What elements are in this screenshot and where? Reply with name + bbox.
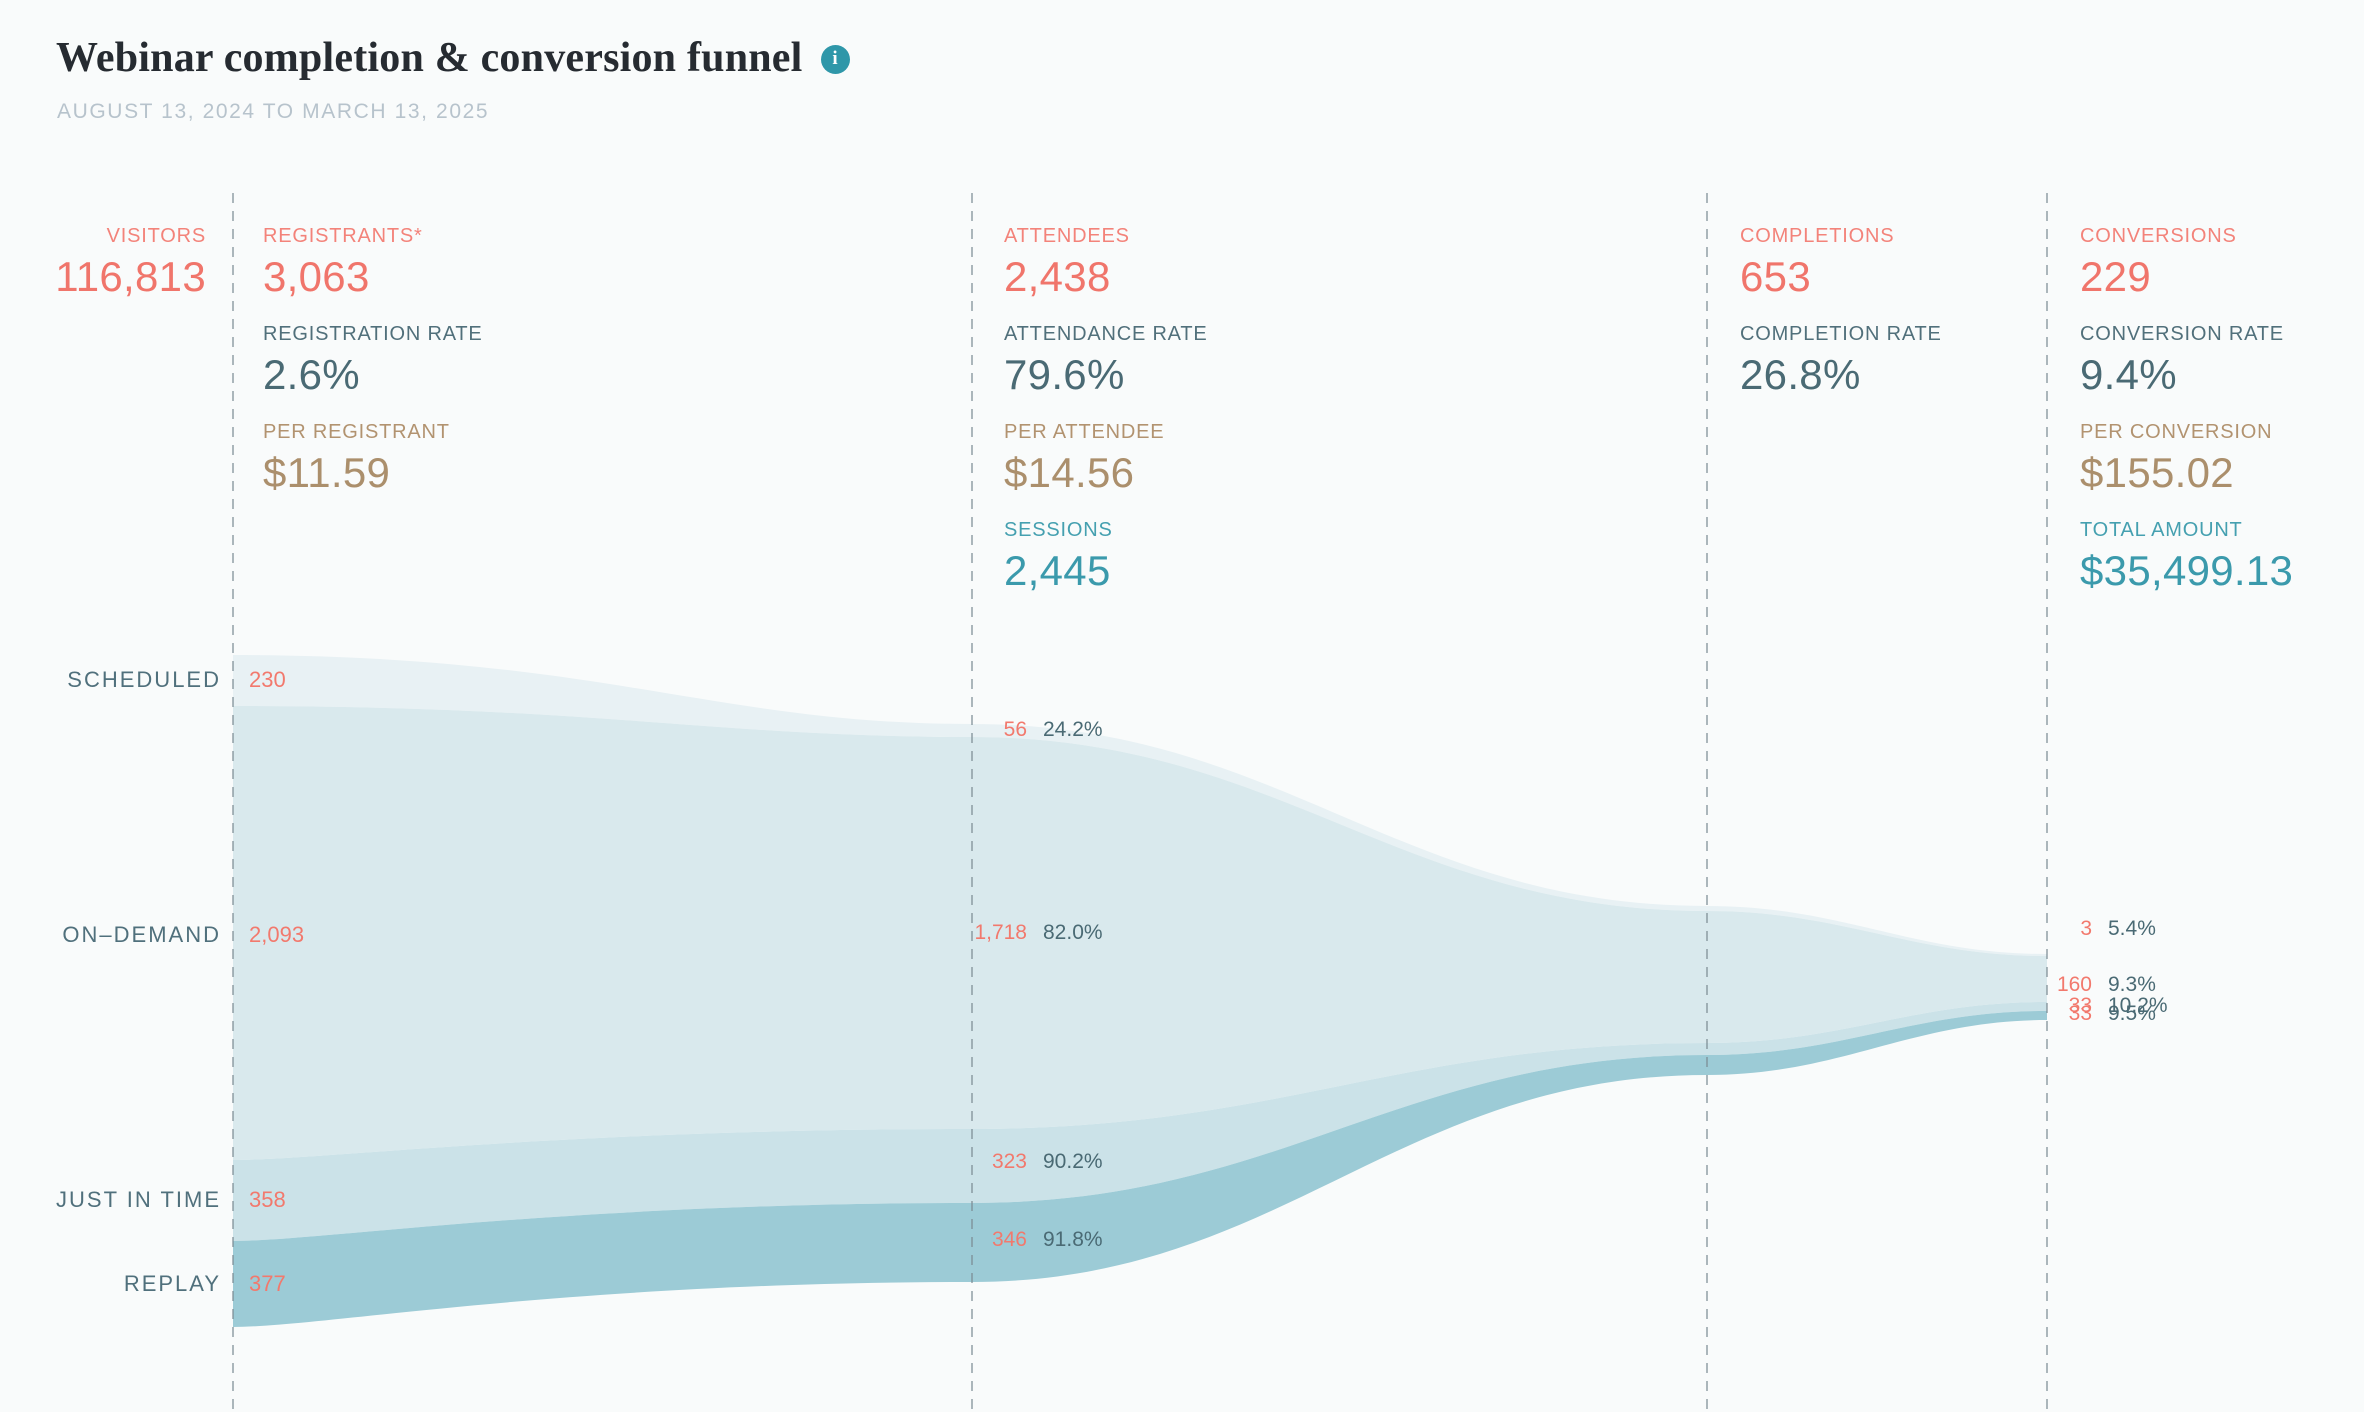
attendance-rate: 90.2% <box>1043 1150 1103 1173</box>
stage-label: REPLAY <box>123 1271 221 1296</box>
page-title: Webinar completion & conversion funnel <box>56 35 803 81</box>
stage-label: SCHEDULED <box>67 667 221 692</box>
stat-per-registrant: PER REGISTRANT $11.59 <box>263 421 450 496</box>
stage-label: JUST IN TIME <box>56 1187 221 1212</box>
stat-label: ATTENDEES <box>1004 225 1130 247</box>
attendee-count: 1,718 <box>974 921 1027 944</box>
attendee-count: 346 <box>991 1228 1027 1251</box>
stat-value: 9.4% <box>2080 351 2177 398</box>
stat-registration-rate: REGISTRATION RATE 2.6% <box>263 323 483 398</box>
stat-completion-rate: COMPLETION RATE 26.8% <box>1740 323 1942 398</box>
stat-label: PER ATTENDEE <box>1004 421 1165 443</box>
stage-row-replay: REPLAY 377 <box>41 1270 286 1298</box>
stat-label: VISITORS <box>106 225 206 247</box>
stat-label: CONVERSION RATE <box>2080 323 2284 345</box>
stat-value: 2.6% <box>263 351 360 398</box>
stat-per-attendee: PER ATTENDEE $14.56 <box>1004 421 1164 496</box>
stat-value: 2,438 <box>1004 253 1111 300</box>
conversion-rate: 5.4% <box>2108 917 2156 940</box>
attendance-rate: 91.8% <box>1043 1228 1103 1251</box>
stat-value: 26.8% <box>1740 351 1861 398</box>
conversions-scheduled: 3 5.4% <box>2012 916 2156 942</box>
attendee-count: 323 <box>991 1150 1027 1173</box>
stat-visitors: VISITORS 116,813 <box>55 225 206 300</box>
attendees-scheduled: 56 24.2% <box>927 717 1103 743</box>
attendees-replay: 346 91.8% <box>927 1227 1103 1253</box>
stat-value: 3,063 <box>263 253 370 300</box>
attendees-on-demand: 1,718 82.0% <box>927 920 1103 946</box>
stat-value: $155.02 <box>2080 449 2234 496</box>
stage-label: ON–DEMAND <box>62 922 221 947</box>
stage-row-scheduled: SCHEDULED 230 <box>41 666 286 694</box>
stage-registrants: 358 <box>249 1187 286 1212</box>
stat-label: CONVERSIONS <box>2080 225 2237 247</box>
stat-label: PER REGISTRANT <box>263 421 450 443</box>
stage-registrants: 377 <box>249 1271 286 1296</box>
stat-sessions: SESSIONS 2,445 <box>1004 519 1113 594</box>
conversion-rate: 10.2% <box>2108 994 2168 1017</box>
attendance-rate: 82.0% <box>1043 921 1103 944</box>
conversions-on-demand: 160 9.3% <box>2012 972 2156 998</box>
stat-total-amount: TOTAL AMOUNT $35,499.13 <box>2080 519 2293 594</box>
conversion-rate: 9.5% <box>2108 1002 2156 1025</box>
funnel-band-replay[interactable] <box>233 1011 2047 1327</box>
date-range: AUGUST 13, 2024 TO MARCH 13, 2025 <box>57 100 490 123</box>
stat-label: COMPLETIONS <box>1740 225 1895 247</box>
funnel-band-on-demand[interactable] <box>233 706 2047 1160</box>
stat-label: REGISTRATION RATE <box>263 323 483 345</box>
stat-value: $11.59 <box>263 449 391 496</box>
stat-conversions: CONVERSIONS 229 <box>2080 225 2237 300</box>
conversions-replay: 33 9.5% <box>2012 1001 2156 1027</box>
stat-value: 2,445 <box>1004 547 1111 594</box>
stat-attendees: ATTENDEES 2,438 <box>1004 225 1130 300</box>
conversion-count: 33 <box>2068 1002 2092 1025</box>
stage-row-just-in-time: JUST IN TIME 358 <box>41 1186 286 1214</box>
stage-row-on-demand: ON–DEMAND 2,093 <box>41 921 304 949</box>
stat-label: SESSIONS <box>1004 519 1113 541</box>
stat-label: REGISTRANTS* <box>263 225 423 247</box>
stat-per-conversion: PER CONVERSION $155.02 <box>2080 421 2272 496</box>
stage-registrants: 230 <box>249 667 286 692</box>
funnel-band-scheduled[interactable] <box>233 655 2047 956</box>
attendee-count: 56 <box>1003 718 1027 741</box>
attendees-just-in-time: 323 90.2% <box>927 1149 1103 1175</box>
conversions-just-in-time: 33 10.2% <box>2012 993 2168 1019</box>
conversion-count: 160 <box>2056 973 2092 996</box>
stat-completions: COMPLETIONS 653 <box>1740 225 1894 300</box>
stat-label: COMPLETION RATE <box>1740 323 1942 345</box>
stat-label: PER CONVERSION <box>2080 421 2273 443</box>
stat-label: TOTAL AMOUNT <box>2080 519 2243 541</box>
stat-value: 653 <box>1740 253 1811 300</box>
stage-registrants: 2,093 <box>249 922 305 947</box>
stat-attendance-rate: ATTENDANCE RATE 79.6% <box>1004 323 1208 398</box>
stat-value: 229 <box>2080 253 2151 300</box>
stat-value: $14.56 <box>1004 449 1135 496</box>
stat-value: 116,813 <box>55 253 206 300</box>
stat-label: ATTENDANCE RATE <box>1004 323 1208 345</box>
conversion-count: 33 <box>2068 994 2092 1017</box>
stat-conversion-rate: CONVERSION RATE 9.4% <box>2080 323 2284 398</box>
stat-value: 79.6% <box>1004 351 1125 398</box>
stat-value: $35,499.13 <box>2080 547 2294 594</box>
info-icon[interactable]: i <box>820 44 850 74</box>
conversion-rate: 9.3% <box>2108 973 2156 996</box>
stat-registrants: REGISTRANTS* 3,063 <box>263 225 423 300</box>
funnel-band-just-in-time[interactable] <box>233 1002 2047 1241</box>
attendance-rate: 24.2% <box>1043 718 1103 741</box>
conversion-count: 3 <box>2080 917 2092 940</box>
